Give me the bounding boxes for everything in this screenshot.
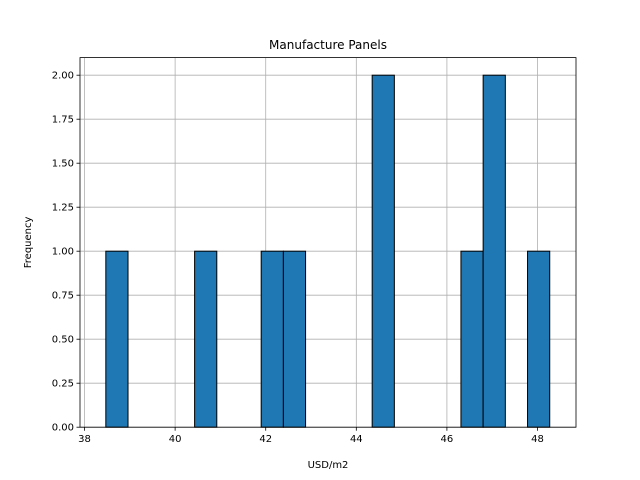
y-tick-label: 1.25	[52, 203, 74, 214]
histogram-bar	[460, 250, 484, 428]
x-tick-label: 44	[350, 434, 363, 445]
histogram-bar	[282, 250, 307, 428]
x-tick-label: 48	[531, 434, 544, 445]
y-tick-label: 1.50	[52, 159, 74, 170]
axes-frame	[79, 57, 577, 428]
y-tick-label: 0.00	[52, 423, 74, 434]
y-tick-label: 1.00	[52, 247, 74, 258]
y-axis: 0.00 0.25 0.50 0.75 1.00 1.25 1.50 1.75 2.00	[52, 71, 80, 434]
histogram-bar	[371, 74, 395, 428]
histogram-bar	[482, 74, 506, 428]
y-tick-label: 0.25	[52, 379, 74, 390]
y-tick-label: 1.75	[52, 115, 74, 126]
histogram-bar	[194, 250, 218, 428]
y-axis-label: Frequency	[23, 216, 34, 268]
y-tick-label: 0.50	[52, 335, 74, 346]
chart-title: Manufacture Panels	[269, 38, 387, 52]
x-tick-label: 46	[441, 434, 454, 445]
histogram-bar	[105, 250, 129, 428]
x-tick-label: 38	[78, 434, 91, 445]
y-tick-label: 0.75	[52, 291, 74, 302]
histogram-bar	[527, 250, 551, 428]
x-tick-label: 42	[259, 434, 272, 445]
y-tick-label: 2.00	[52, 71, 74, 82]
histogram-bar	[260, 250, 284, 428]
x-axis-label: USD/m2	[308, 460, 349, 471]
x-tick-label: 40	[169, 434, 182, 445]
x-axis: 38 40 42 44 46 48	[78, 427, 544, 445]
